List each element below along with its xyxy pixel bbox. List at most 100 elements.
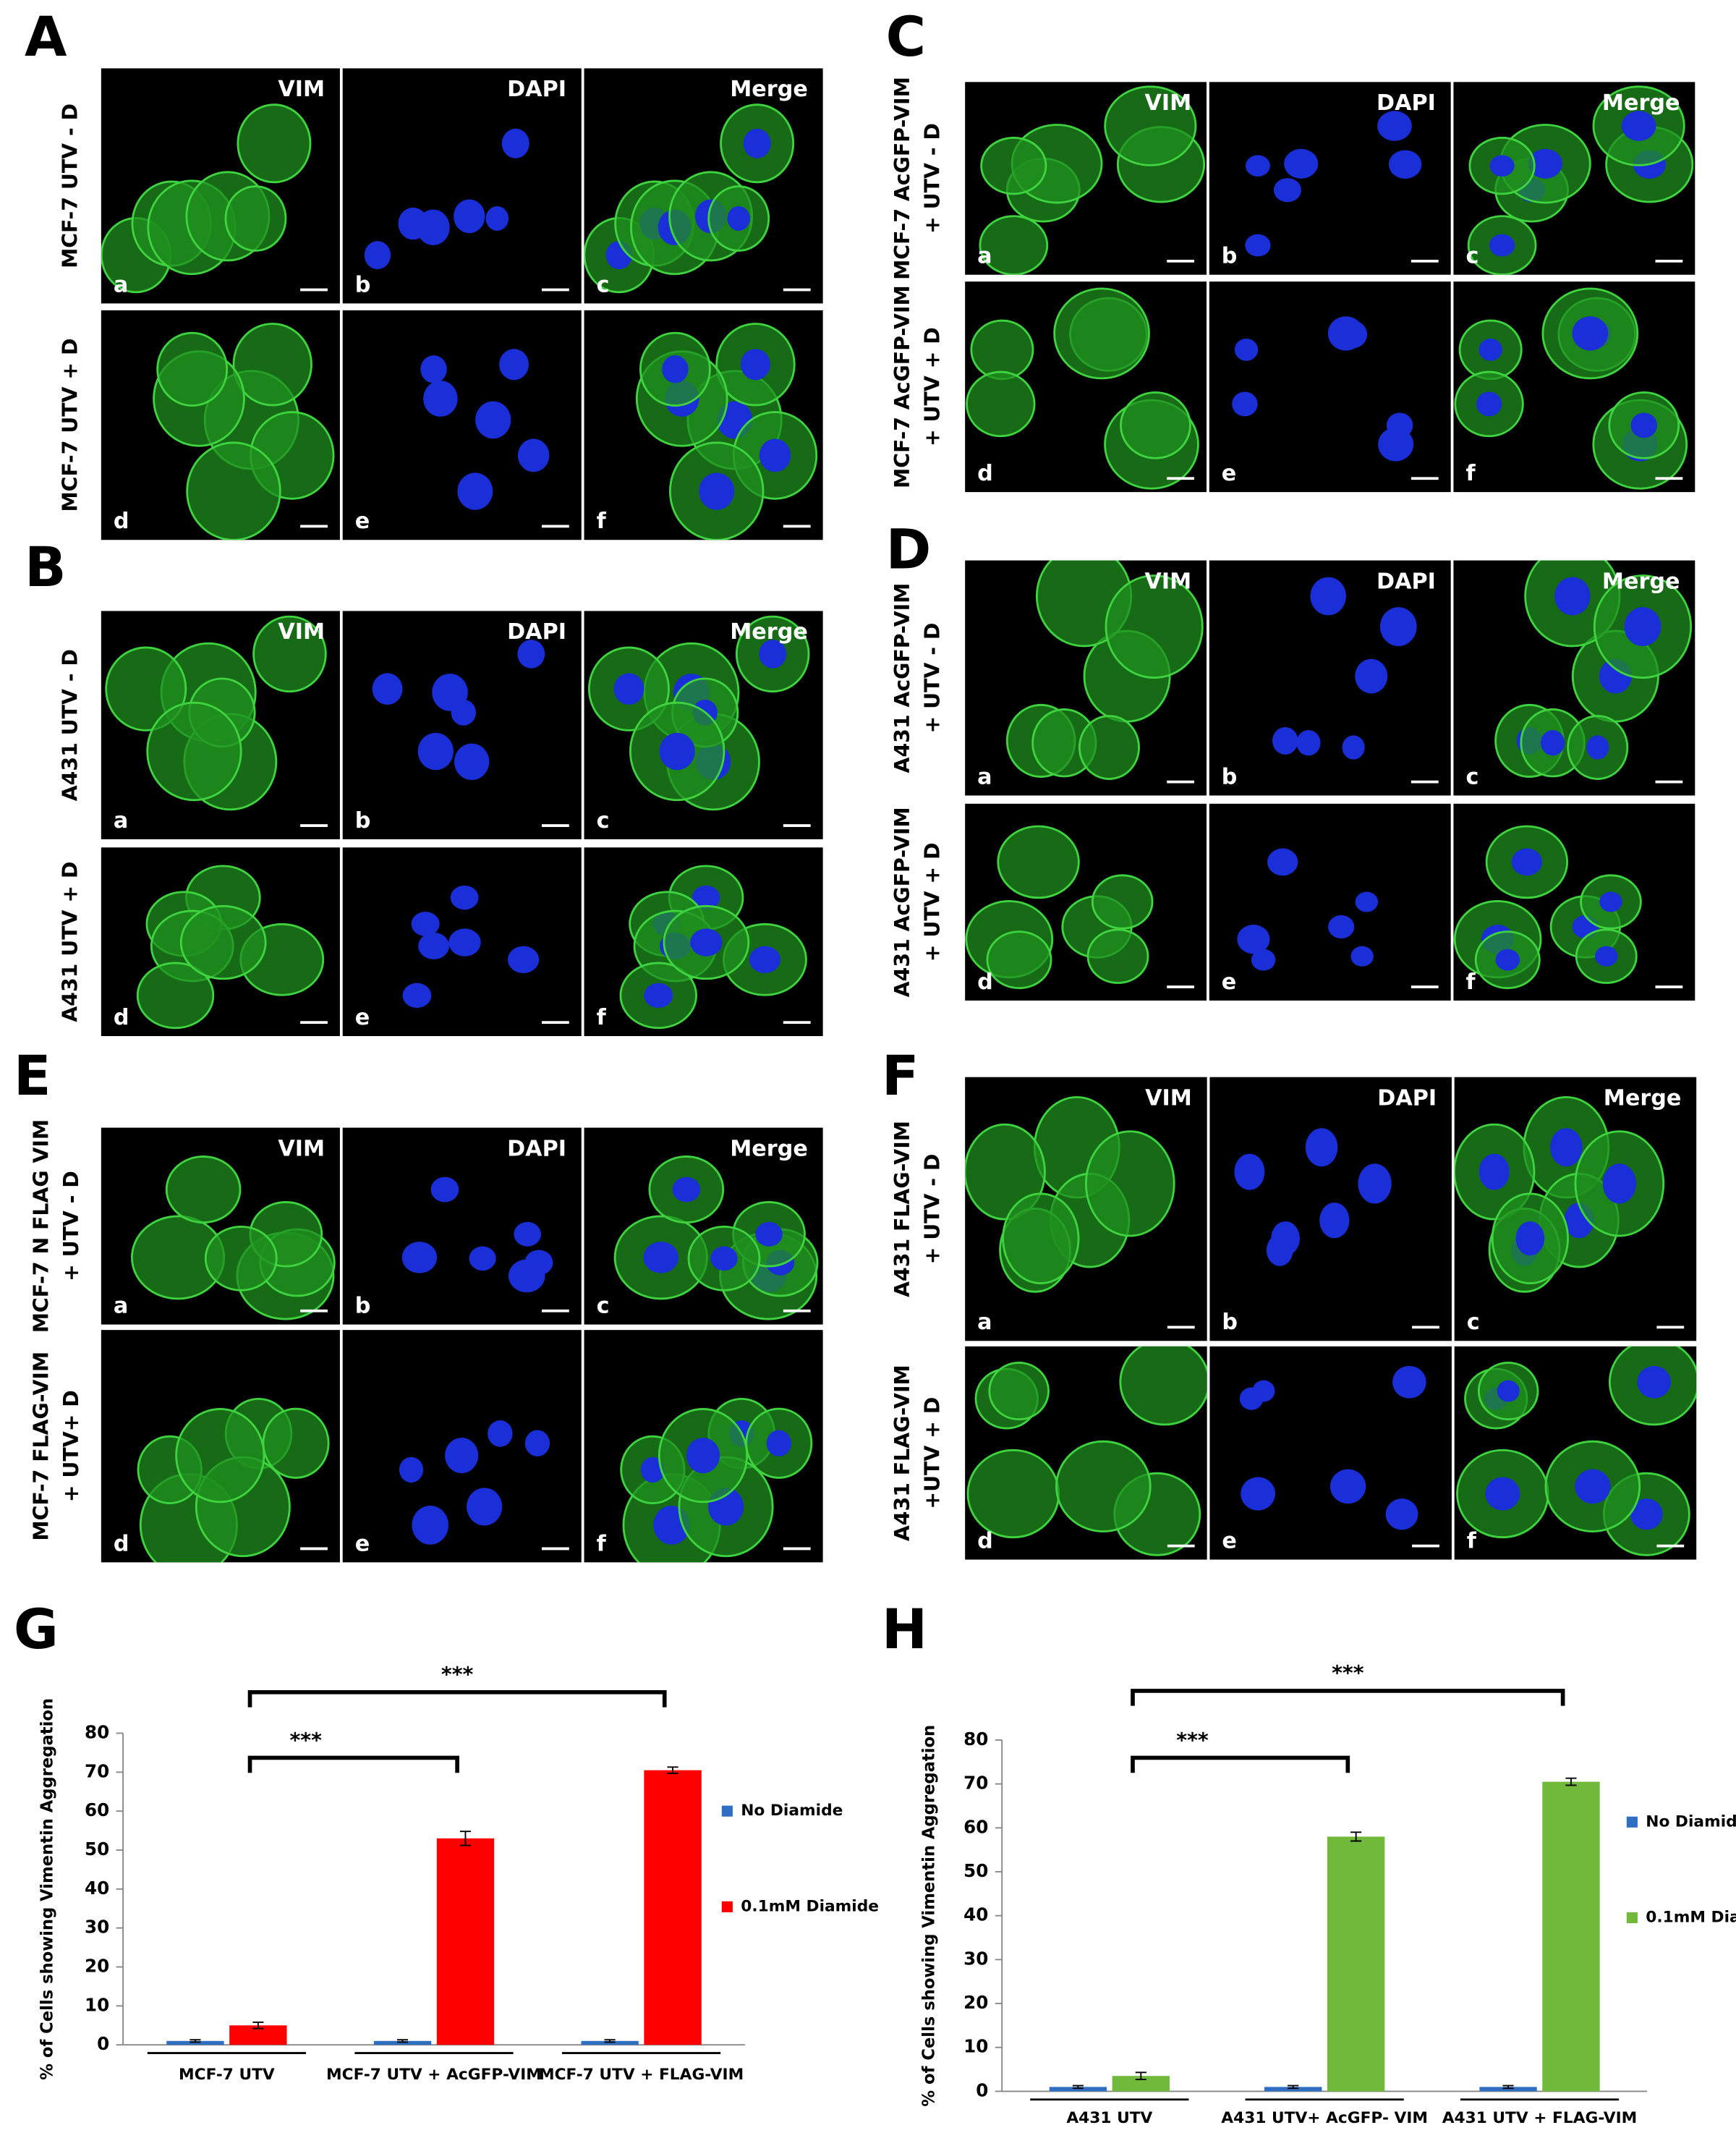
micrograph — [342, 310, 582, 540]
row-label: A431 AcGFP-VIM — [890, 583, 914, 773]
row-label: + UTV - D — [921, 123, 945, 234]
micrograph-content — [966, 287, 1199, 490]
cell-cytoplasm — [1105, 574, 1204, 679]
cell-nucleus — [1485, 1477, 1520, 1511]
micrograph-content — [137, 1397, 330, 1563]
row-label: MCF-7 AcGFP-VIM — [890, 77, 914, 280]
row-label: +UTV + D — [921, 1397, 945, 1509]
cell-nucleus — [401, 1242, 438, 1273]
cell-nucleus — [501, 128, 529, 158]
error-bar — [1565, 1777, 1577, 1786]
micrograph — [1209, 560, 1451, 796]
panel-letter: D — [886, 518, 932, 582]
micrograph — [1209, 1077, 1452, 1341]
cell-nucleus — [411, 912, 440, 936]
cell-nucleus — [1355, 658, 1388, 694]
sub-label: a — [114, 808, 128, 834]
cell-nucleus — [372, 673, 403, 705]
micrograph — [1209, 1346, 1452, 1560]
error-bar — [1135, 2071, 1146, 2080]
column-header: DAPI — [507, 619, 566, 645]
significance-label: *** — [289, 1729, 322, 1752]
column-header: VIM — [278, 619, 325, 645]
micrograph — [965, 281, 1207, 493]
sub-label: d — [977, 1528, 993, 1553]
micrograph — [584, 310, 823, 540]
bar — [1264, 2087, 1322, 2092]
micrograph-background — [342, 310, 582, 540]
cell-nucleus — [1392, 1365, 1426, 1399]
significance-label: *** — [1332, 1661, 1364, 1685]
y-tick-label: 10 — [963, 2036, 988, 2057]
cell-nucleus — [1310, 577, 1346, 616]
cell-nucleus — [416, 209, 450, 245]
sub-label: e — [355, 1005, 370, 1030]
sub-label: f — [597, 509, 607, 534]
sub-label: e — [355, 509, 370, 534]
cell-cytoplasm — [156, 331, 229, 407]
row-label: MCF-7 UTV + D — [58, 339, 82, 512]
micrograph-content — [364, 128, 529, 270]
cell-nucleus — [672, 1176, 701, 1203]
micrograph — [342, 847, 582, 1036]
sub-label: b — [1222, 244, 1238, 269]
micrograph-content — [1456, 1346, 1697, 1556]
micrograph — [1453, 803, 1695, 1001]
cell-cytoplasm — [965, 1123, 1046, 1221]
cell-nucleus — [451, 699, 476, 726]
cell-nucleus — [1624, 607, 1661, 647]
micrograph-content — [584, 103, 795, 294]
cell-nucleus — [613, 673, 644, 705]
micrograph — [584, 1127, 823, 1325]
micrograph — [101, 611, 340, 839]
cell-nucleus — [759, 640, 787, 669]
y-tick-label: 60 — [963, 1816, 988, 1837]
cell-nucleus — [1515, 1221, 1545, 1256]
column-header: VIM — [278, 77, 325, 102]
micrograph-content — [619, 865, 807, 1030]
chart-letter: H — [882, 1598, 927, 1661]
cell-nucleus — [1511, 848, 1543, 876]
cell-nucleus — [755, 1221, 783, 1247]
significance-bracket — [247, 1755, 459, 1773]
micrograph-content — [136, 865, 325, 1030]
cell-nucleus — [1630, 412, 1657, 438]
micrograph-content — [401, 1176, 553, 1293]
y-tick-label: 40 — [963, 1904, 988, 1925]
micrograph-content — [1453, 825, 1642, 990]
cell-nucleus — [743, 128, 771, 158]
micrograph-content — [1454, 287, 1688, 490]
cell-nucleus — [1497, 1380, 1520, 1402]
cell-nucleus — [402, 983, 432, 1008]
cell-nucleus — [1586, 735, 1609, 760]
cell-cytoplasm — [105, 646, 187, 731]
micrograph-content — [587, 615, 810, 811]
column-header: DAPI — [507, 1136, 566, 1161]
sub-label: d — [114, 509, 129, 534]
micrograph-content — [1237, 848, 1379, 971]
sub-label: a — [977, 764, 992, 789]
micrograph-content — [420, 349, 550, 510]
panel-letter: A — [25, 5, 67, 69]
cell-cytoplasm — [136, 962, 215, 1030]
cell-nucleus — [766, 1430, 791, 1456]
cell-nucleus — [644, 983, 673, 1008]
cell-nucleus — [1328, 915, 1355, 939]
cell-cytoplasm — [1078, 715, 1140, 780]
x-tick-label: MCF-7 UTV — [179, 2066, 275, 2084]
row-label: A431 AcGFP-VIM — [890, 807, 914, 997]
micrograph — [1454, 1077, 1697, 1341]
cell-nucleus — [1386, 412, 1413, 438]
column-header: DAPI — [1377, 569, 1436, 594]
column-header: DAPI — [1377, 1085, 1437, 1111]
sub-label: f — [597, 1005, 607, 1030]
y-tick-label: 20 — [85, 1956, 109, 1977]
error-bar — [1072, 2084, 1084, 2090]
micrograph-content — [966, 1346, 1207, 1556]
micrograph — [101, 847, 340, 1036]
bar — [1479, 2087, 1537, 2092]
cell-nucleus — [517, 438, 550, 472]
sub-label: c — [597, 1294, 610, 1319]
micrograph-content — [130, 1155, 336, 1320]
